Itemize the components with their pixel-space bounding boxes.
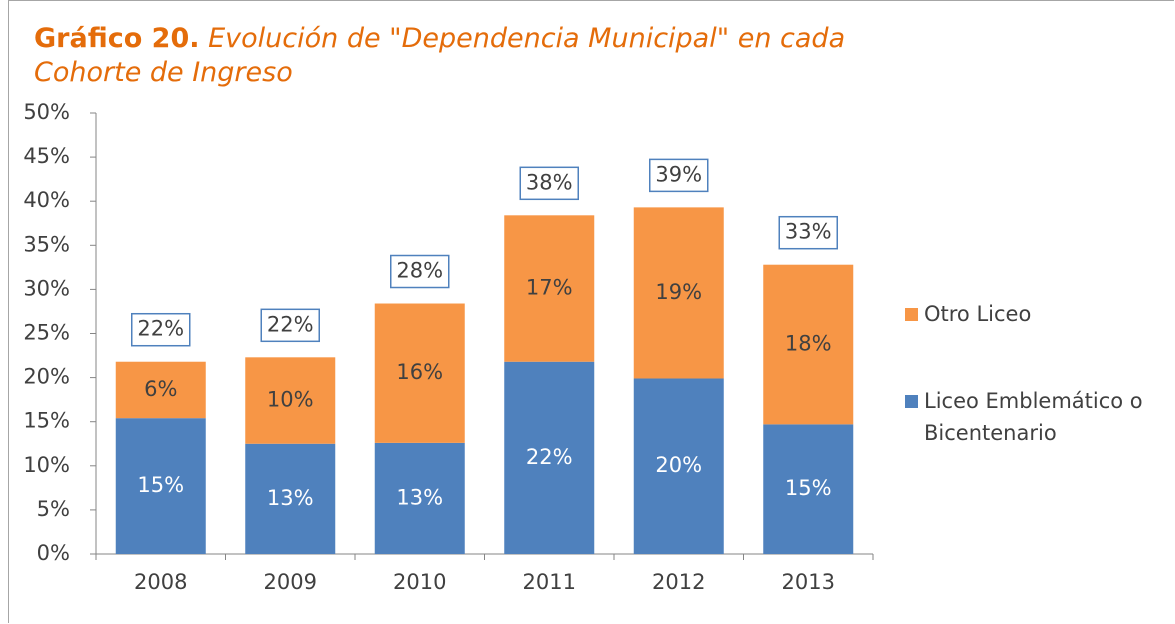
bar-segment: [504, 361, 595, 554]
bar-segment: [763, 424, 854, 554]
x-tick-label: 2010: [393, 570, 446, 594]
data-label: 10%: [267, 388, 314, 412]
bar-segment: [763, 264, 854, 425]
x-tick-label: 2013: [782, 570, 835, 594]
y-tick-label: 20%: [23, 365, 70, 389]
total-box: [778, 215, 838, 250]
chart-frame: [8, 0, 1174, 623]
total-box: [390, 254, 450, 289]
total-label: 33%: [785, 220, 832, 244]
y-tick-label: 0%: [37, 541, 70, 565]
x-tick-label: 2011: [523, 570, 576, 594]
data-label: 18%: [785, 332, 832, 356]
total-label: 22%: [267, 312, 314, 336]
bar-segment: [504, 215, 595, 362]
total-box: [131, 312, 191, 347]
x-tick-label: 2009: [264, 570, 317, 594]
total-box: [260, 308, 320, 343]
y-tick-label: 5%: [37, 497, 70, 521]
data-label: 20%: [655, 453, 702, 477]
y-tick-label: 10%: [23, 453, 70, 477]
data-label: 19%: [655, 280, 702, 304]
legend-swatch: [905, 308, 918, 321]
y-tick-label: 30%: [23, 276, 70, 300]
bar-segment: [633, 378, 724, 554]
data-label: 6%: [144, 377, 177, 401]
data-label: 13%: [267, 486, 314, 510]
y-tick-label: 35%: [23, 232, 70, 256]
legend-label: Liceo Emblemático o Bicentenario: [924, 389, 1143, 445]
legend-label: Otro Liceo: [924, 302, 1032, 326]
y-tick-label: 15%: [23, 409, 70, 433]
data-label: 22%: [526, 445, 573, 469]
bar-segment: [115, 361, 206, 419]
legend-swatch: [905, 395, 918, 408]
data-label: 13%: [396, 485, 443, 509]
x-tick-label: 2012: [652, 570, 705, 594]
total-label: 28%: [396, 259, 443, 283]
total-label: 38%: [526, 170, 573, 194]
title-text: Evolución de "Dependencia Municipal" en …: [34, 23, 846, 88]
bar-segment: [374, 303, 465, 443]
x-tick-label: 2008: [134, 570, 187, 594]
data-label: 15%: [785, 476, 832, 500]
y-tick-label: 50%: [23, 100, 70, 124]
title-prefix: Gráfico 20.: [34, 23, 200, 54]
bar-segment: [633, 207, 724, 379]
y-tick-label: 25%: [23, 321, 70, 345]
data-label: 17%: [526, 276, 573, 300]
bar-segment: [374, 442, 465, 554]
bar-segment: [245, 443, 336, 554]
total-label: 22%: [137, 317, 184, 341]
bar-segment: [115, 418, 206, 554]
data-label: 16%: [396, 360, 443, 384]
total-box: [519, 166, 579, 201]
legend-item: Otro Liceo: [905, 298, 1165, 330]
y-tick-label: 45%: [23, 144, 70, 168]
bar-segment: [245, 357, 336, 444]
data-label: 15%: [137, 473, 184, 497]
legend-item: Liceo Emblemático o Bicentenario: [905, 385, 1174, 449]
total-label: 39%: [655, 162, 702, 186]
y-tick-label: 40%: [23, 188, 70, 212]
chart-title: Gráfico 20. Evolución de "Dependencia Mu…: [34, 22, 934, 90]
total-box: [649, 158, 709, 193]
